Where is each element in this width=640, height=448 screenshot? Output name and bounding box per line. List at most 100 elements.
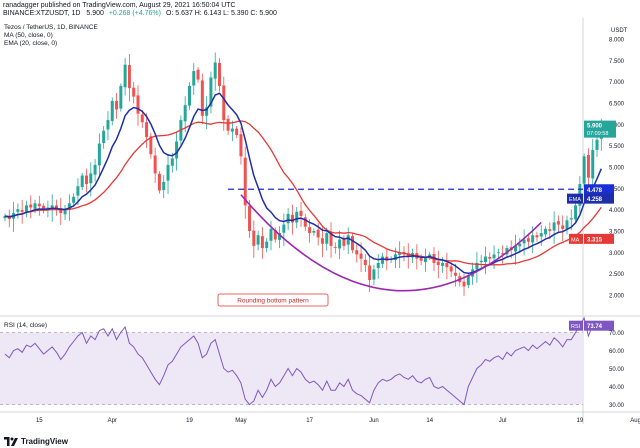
time-tick-label: 17 bbox=[306, 418, 313, 424]
candle bbox=[350, 236, 354, 251]
footer: TradingView bbox=[0, 434, 640, 448]
annotation-box bbox=[217, 293, 329, 307]
legend-rsi: RSI (14, close) bbox=[4, 322, 47, 329]
time-tick-label: Jul bbox=[499, 418, 507, 424]
candle bbox=[110, 100, 114, 121]
ema-badge: 4.258 bbox=[587, 197, 603, 203]
candle bbox=[453, 272, 457, 276]
candle bbox=[196, 69, 200, 80]
candle bbox=[33, 203, 37, 209]
candle bbox=[20, 210, 24, 212]
candle bbox=[63, 209, 67, 215]
candle bbox=[157, 173, 161, 191]
candle bbox=[200, 80, 204, 116]
candle bbox=[80, 175, 84, 188]
candle bbox=[582, 156, 586, 184]
rsi-tick-label: 50.00 bbox=[609, 367, 625, 373]
candle bbox=[595, 139, 599, 150]
candle bbox=[162, 181, 166, 191]
candle bbox=[132, 87, 136, 97]
price-tick-label: 4.500 bbox=[609, 187, 625, 193]
candle bbox=[406, 253, 410, 257]
candle bbox=[93, 164, 97, 175]
candle bbox=[153, 155, 157, 174]
candle bbox=[213, 62, 217, 79]
candle bbox=[308, 227, 312, 234]
time-tick-label: 14 bbox=[426, 418, 433, 424]
candle bbox=[475, 262, 479, 270]
candle bbox=[59, 207, 63, 214]
ema-tag: EMA bbox=[569, 197, 581, 203]
currency-label: USDT bbox=[611, 28, 628, 34]
candle bbox=[260, 236, 264, 249]
time-tick-label: 19 bbox=[577, 418, 584, 424]
candle bbox=[89, 173, 93, 184]
candle bbox=[303, 217, 307, 227]
breakout-badge: 4.478 bbox=[587, 188, 603, 194]
candle bbox=[127, 65, 131, 89]
time-tick-label: Aug bbox=[630, 418, 640, 424]
candle bbox=[149, 136, 153, 155]
rsi-band bbox=[0, 332, 583, 405]
rounding-bottom-arc bbox=[240, 194, 542, 292]
candle bbox=[483, 256, 487, 263]
ma-tag: MA bbox=[571, 237, 580, 243]
candle bbox=[299, 210, 303, 217]
candle bbox=[372, 269, 376, 280]
candle bbox=[115, 100, 119, 110]
candle bbox=[37, 203, 41, 207]
candle bbox=[278, 233, 282, 240]
candle bbox=[265, 241, 269, 249]
last-price-badge-bg bbox=[584, 120, 616, 138]
price-tick-label: 3.000 bbox=[609, 251, 625, 257]
candle bbox=[29, 204, 33, 208]
candle bbox=[441, 262, 445, 266]
ema-tag-bg bbox=[567, 193, 583, 204]
candle bbox=[3, 216, 7, 219]
candle bbox=[398, 252, 402, 255]
candle bbox=[67, 203, 71, 211]
candle bbox=[552, 222, 556, 231]
candle bbox=[316, 229, 320, 238]
candle bbox=[16, 209, 20, 212]
tradingview-logo[interactable]: TradingView bbox=[4, 436, 68, 446]
time-tick-label: 15 bbox=[36, 418, 43, 424]
candle bbox=[522, 239, 526, 244]
rsi-badge: 73.74 bbox=[587, 324, 603, 330]
candle bbox=[574, 205, 578, 220]
candle bbox=[140, 114, 144, 123]
candle bbox=[76, 186, 80, 196]
candle bbox=[145, 122, 149, 138]
candle bbox=[586, 155, 590, 178]
candle bbox=[591, 149, 595, 179]
candle bbox=[50, 205, 54, 209]
legend-ma: MA (50, close, 0) bbox=[4, 32, 53, 39]
candle bbox=[544, 228, 548, 235]
candle bbox=[187, 85, 191, 106]
price-tick-label: 7.000 bbox=[609, 80, 625, 86]
last-price: 5.900 bbox=[86, 10, 104, 17]
candle bbox=[192, 71, 196, 86]
candle bbox=[428, 254, 432, 257]
price-tick-label: 7.500 bbox=[609, 59, 625, 65]
rsi-tag: RSI bbox=[571, 324, 581, 330]
candle bbox=[286, 213, 290, 224]
candle bbox=[393, 254, 397, 260]
candle bbox=[136, 95, 140, 114]
candle bbox=[226, 118, 230, 131]
rsi-tick-label: 30.00 bbox=[609, 403, 625, 409]
breakout-badge-bg bbox=[584, 184, 614, 195]
candle bbox=[243, 157, 247, 206]
rsi-tick-label: 40.00 bbox=[609, 385, 625, 391]
candle bbox=[42, 205, 46, 211]
annotation-text: Rounding bottom pattern bbox=[237, 298, 309, 305]
candle bbox=[462, 281, 466, 287]
candle bbox=[119, 85, 123, 109]
legend-title: Tezos / TetherUS, 1D, BINANCE bbox=[4, 24, 98, 31]
candle bbox=[436, 261, 440, 266]
candle bbox=[535, 235, 539, 238]
candle bbox=[97, 143, 101, 166]
ema-badge-bg bbox=[584, 193, 614, 204]
candle bbox=[505, 248, 509, 255]
